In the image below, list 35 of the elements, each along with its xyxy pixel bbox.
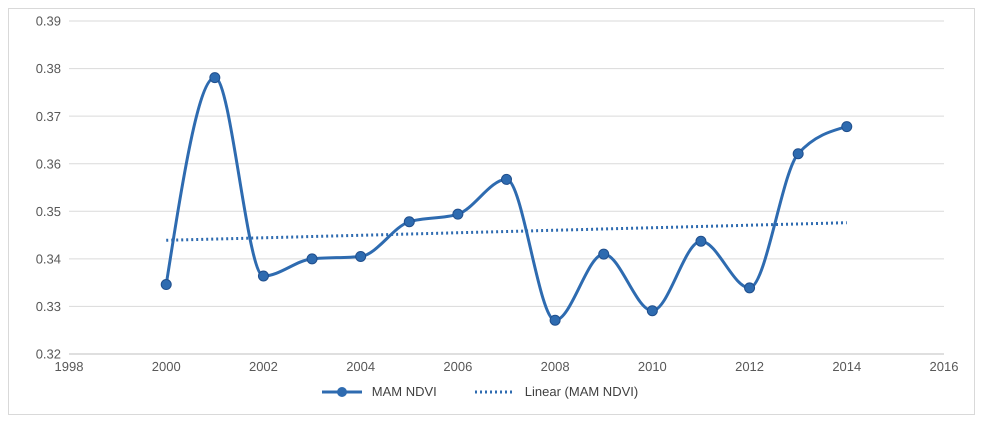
legend-label: MAM NDVI xyxy=(372,384,437,399)
legend-label: Linear (MAM NDVI) xyxy=(524,384,638,399)
point xyxy=(501,174,512,185)
point xyxy=(744,282,756,294)
point xyxy=(452,208,464,220)
x-tick-label: 2002 xyxy=(248,359,278,374)
x-tick-label: 2012 xyxy=(735,359,764,374)
point xyxy=(355,250,366,262)
x-tick-label: 2000 xyxy=(152,359,181,374)
point xyxy=(695,236,706,247)
y-tick-label: 0.35 xyxy=(36,204,61,219)
y-tick-label: 0.37 xyxy=(36,108,61,124)
point xyxy=(209,72,220,84)
point xyxy=(598,248,610,260)
point xyxy=(841,121,852,132)
y-tick-label: 0.32 xyxy=(36,346,61,362)
x-tick-label: 2016 xyxy=(930,359,958,374)
x-tick-label: 2010 xyxy=(638,359,667,374)
y-tick-label: 0.33 xyxy=(36,299,61,314)
y-tick-label: 0.39 xyxy=(36,14,61,29)
y-tick-label: 0.36 xyxy=(36,156,61,172)
point xyxy=(550,314,561,326)
x-tick-label: 2006 xyxy=(443,359,472,374)
x-tick-label: 2008 xyxy=(540,359,570,374)
x-tick-label: 2004 xyxy=(346,359,376,374)
y-tick-label: 0.38 xyxy=(36,61,61,76)
point xyxy=(404,216,415,228)
point xyxy=(306,253,318,264)
x-tick-label: 2014 xyxy=(832,359,862,374)
x-tick-label: 1998 xyxy=(54,359,84,374)
point xyxy=(160,279,172,290)
point xyxy=(646,305,658,316)
y-tick-label: 0.34 xyxy=(36,251,61,266)
point xyxy=(258,270,269,282)
point xyxy=(792,148,804,160)
